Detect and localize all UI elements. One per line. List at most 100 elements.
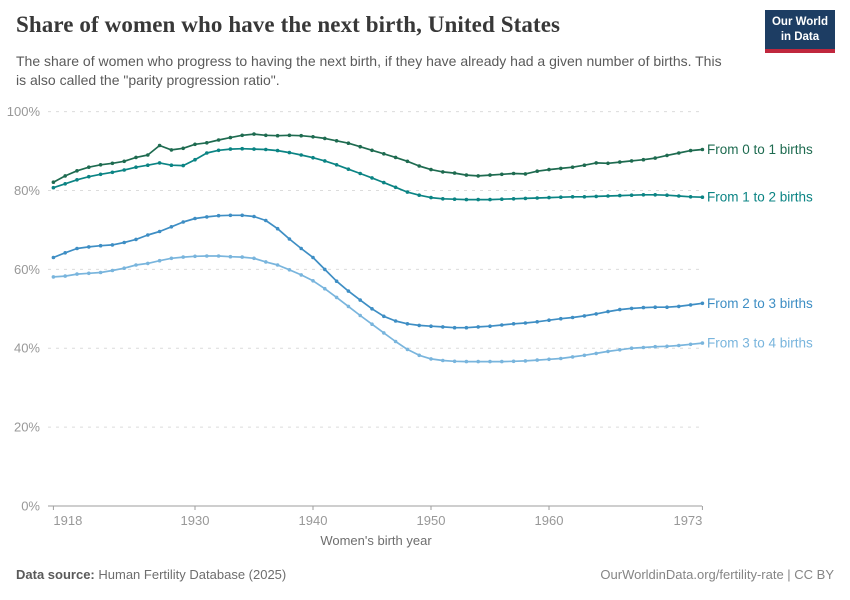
data-point (441, 358, 445, 363)
data-point (169, 225, 174, 229)
data-point (146, 153, 150, 157)
data-point (547, 318, 551, 322)
x-tick-label: 1930 (181, 513, 210, 528)
series-from-1-to-2-births[interactable]: From 1 to 2 births (51, 146, 813, 205)
data-point (464, 197, 469, 202)
data-point (87, 165, 91, 169)
chart-footer: Data source: Human Fertility Database (2… (16, 567, 834, 582)
data-point (393, 339, 398, 344)
data-point (346, 141, 351, 145)
data-point (429, 324, 433, 328)
data-point (240, 133, 244, 138)
data-point (240, 255, 244, 259)
data-point (488, 197, 492, 202)
data-point (75, 272, 79, 276)
data-point (393, 185, 398, 190)
data-point (169, 148, 174, 152)
data-point (75, 178, 79, 182)
data-point (252, 132, 256, 136)
x-tick-label: 1950 (417, 513, 446, 528)
data-source-label: Data source: (16, 567, 95, 582)
series-label-from-2-to-3-births[interactable]: From 2 to 3 births (707, 296, 813, 311)
data-point (181, 163, 185, 168)
data-point (110, 243, 115, 247)
data-point (358, 144, 363, 149)
data-point (452, 197, 457, 201)
data-point (370, 148, 374, 153)
chart-subtitle: The share of women who progress to havin… (16, 53, 722, 89)
data-point (334, 163, 339, 167)
data-point (641, 157, 646, 162)
data-point (205, 151, 209, 155)
series-label-from-3-to-4-births[interactable]: From 3 to 4 births (707, 336, 813, 351)
data-point (169, 256, 174, 261)
data-point (464, 359, 469, 364)
data-point (441, 325, 445, 329)
data-point (181, 146, 185, 151)
data-point (323, 159, 327, 163)
data-point (299, 246, 304, 251)
data-point (63, 274, 67, 278)
data-point (75, 246, 79, 251)
data-point (405, 322, 410, 326)
data-point (287, 133, 292, 138)
data-point (358, 313, 363, 318)
x-tick-label: 1960 (535, 513, 564, 528)
data-point (63, 251, 67, 255)
data-point (193, 142, 197, 147)
data-point (594, 161, 598, 165)
data-point (417, 164, 422, 168)
data-point (653, 344, 657, 349)
data-point (146, 233, 150, 237)
data-point (134, 165, 138, 169)
data-point (441, 197, 445, 201)
data-point (323, 136, 327, 141)
series-label-from-1-to-2-births[interactable]: From 1 to 2 births (707, 190, 813, 205)
data-point (594, 312, 598, 316)
data-point (346, 167, 351, 171)
series-label-from-0-to-1-births[interactable]: From 0 to 1 births (707, 142, 813, 157)
data-point (393, 319, 398, 323)
data-point (228, 254, 233, 259)
series-from-3-to-4-births[interactable]: From 3 to 4 births (51, 254, 813, 364)
data-point (311, 279, 315, 283)
data-point (429, 167, 433, 172)
data-point (677, 151, 681, 155)
data-point (228, 135, 233, 140)
data-point (665, 193, 669, 197)
data-point (382, 180, 386, 185)
data-point (700, 341, 705, 345)
series-line (52, 147, 704, 201)
data-point (523, 172, 528, 176)
data-point (98, 270, 103, 275)
data-point (594, 351, 598, 356)
data-point (193, 254, 197, 259)
data-point (299, 133, 304, 138)
owid-logo[interactable]: Our World in Data (764, 10, 835, 53)
data-point (51, 185, 56, 190)
series-from-2-to-3-births[interactable]: From 2 to 3 births (51, 213, 813, 330)
y-tick-label: 20% (14, 420, 40, 435)
data-point (559, 195, 563, 199)
data-point (582, 163, 587, 167)
data-point (287, 237, 292, 241)
data-point (618, 193, 622, 198)
data-point (358, 298, 363, 302)
data-point (653, 305, 657, 309)
data-point (570, 195, 575, 199)
data-point (452, 171, 457, 175)
data-point (193, 157, 197, 162)
data-point (346, 289, 351, 293)
data-point (700, 195, 705, 199)
data-point (523, 196, 528, 201)
data-point (252, 214, 256, 219)
data-point (665, 344, 669, 349)
data-point (264, 260, 268, 264)
y-tick-label: 100% (7, 104, 41, 119)
credit-link[interactable]: OurWorldinData.org/fertility-rate | CC B… (600, 567, 834, 582)
data-point (51, 255, 56, 260)
data-point (523, 321, 528, 325)
data-point (334, 279, 339, 283)
series-from-0-to-1-births[interactable]: From 0 to 1 births (51, 132, 813, 184)
data-point (535, 320, 539, 324)
